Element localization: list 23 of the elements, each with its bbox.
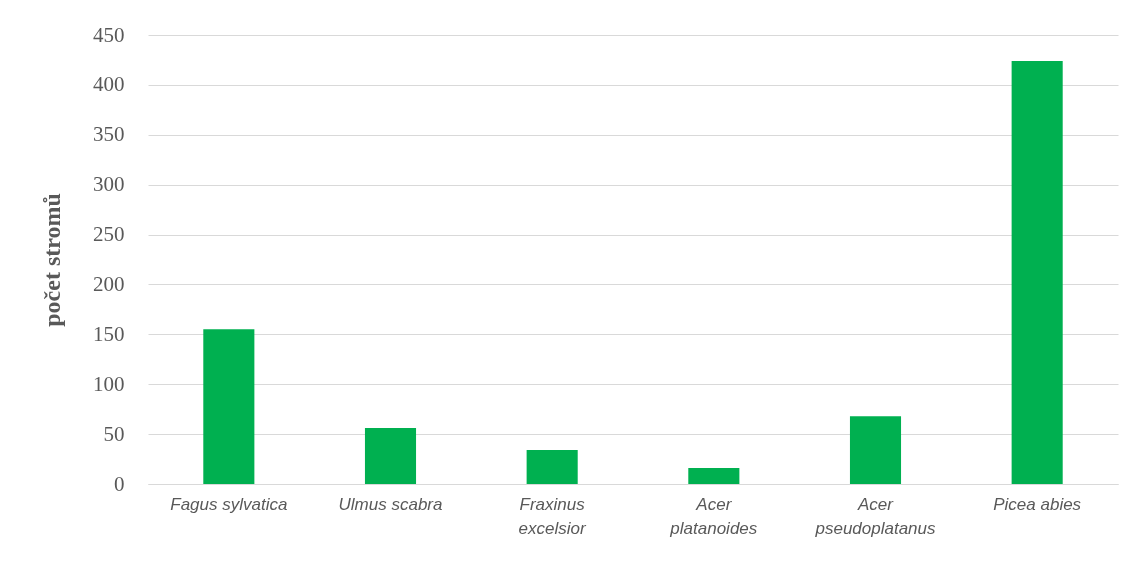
y-tick-label: 400 [93,72,125,97]
bar [364,428,417,484]
bar [688,468,740,484]
y-tick-label: 100 [93,371,125,396]
bar [1011,60,1063,484]
bar [849,416,902,484]
y-tick-label: 150 [93,321,125,346]
x-tick-label: Acer platanoides [669,494,758,538]
y-tick-label: 50 [103,421,125,446]
x-tick-label: Ulmus scabra [338,494,443,514]
y-tick-label: 200 [93,271,125,296]
x-tick-label: Acer pseudoplatanus [814,494,937,538]
y-axis-title: počet stromů [39,193,65,327]
y-tick-label: 250 [93,222,125,247]
y-tick-label: 350 [93,122,125,147]
bar [526,450,578,484]
y-tick-label: 450 [93,22,125,47]
x-tick-label: Fagus sylvatica [170,494,288,514]
bar [203,329,255,484]
y-tick-label: 300 [93,172,125,197]
y-tick-label: 0 [114,471,125,496]
x-tick-label: Picea abies [993,494,1082,514]
x-tick-label: Fraxinus excelsior [518,494,588,538]
